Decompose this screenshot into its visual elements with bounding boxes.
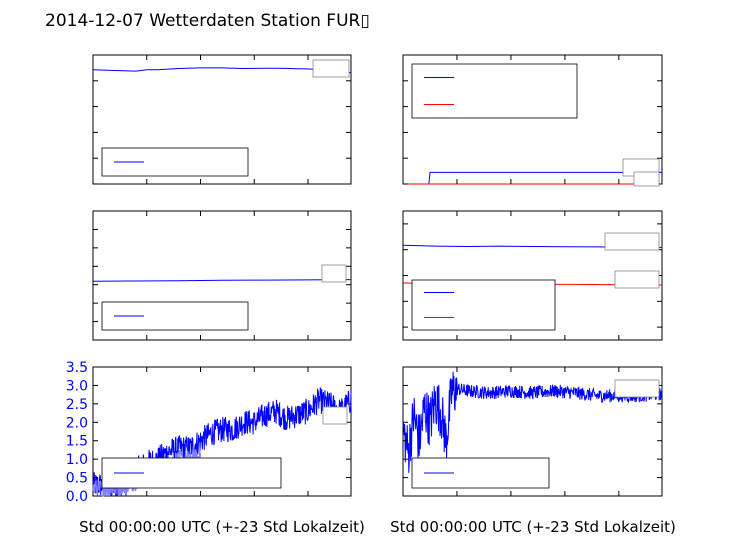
value-annotation-box [614,270,660,289]
legend [101,457,282,489]
y-tick-label: 2.0 [66,415,88,431]
y-tick-label: 0.0 [66,489,88,505]
value-annotation-box [614,379,660,398]
value-annotation-box [321,264,347,283]
legend-frame [101,147,249,177]
y-tick-label: 1.0 [66,452,88,468]
legend [411,457,550,489]
chart-title: 2014-12-07 Wetterdaten Station FUR▯ [45,11,370,31]
panel-6 [402,366,663,497]
panel-4 [402,210,663,341]
legend [101,147,249,177]
value-annotation-box [312,59,350,78]
y-tick-label: 1.5 [66,434,88,450]
value-annotation-box [633,171,660,187]
y-tick-label: 3.0 [66,378,88,394]
panel-1 [92,54,352,185]
legend-frame [411,279,556,331]
series-line-1 [92,279,352,282]
x-axis-label-left: Std 00:00:00 UTC (+-23 Std Lokalzeit) [79,518,365,536]
y-tick-label: 0.5 [66,471,88,487]
x-axis-label-right: Std 00:00:00 UTC (+-23 Std Lokalzeit) [390,518,676,536]
y-tick-label: 3.5 [66,360,88,376]
panel-5: 0.0 0.5 1.0 1.5 2.0 2.5 3.0 3.5 [66,360,352,505]
y-tick-label: 2.5 [66,397,88,413]
panel-3 [92,210,352,341]
value-annotation-box [322,406,348,425]
legend [411,279,556,331]
legend [411,63,578,119]
panel-2 [402,54,663,187]
value-annotation-box [604,232,660,251]
legend-frame [411,63,578,119]
series-line-1 [402,371,663,473]
panels: 0.0 0.5 1.0 1.5 2.0 2.5 3.0 3.5 [66,54,663,505]
legend [101,301,249,331]
